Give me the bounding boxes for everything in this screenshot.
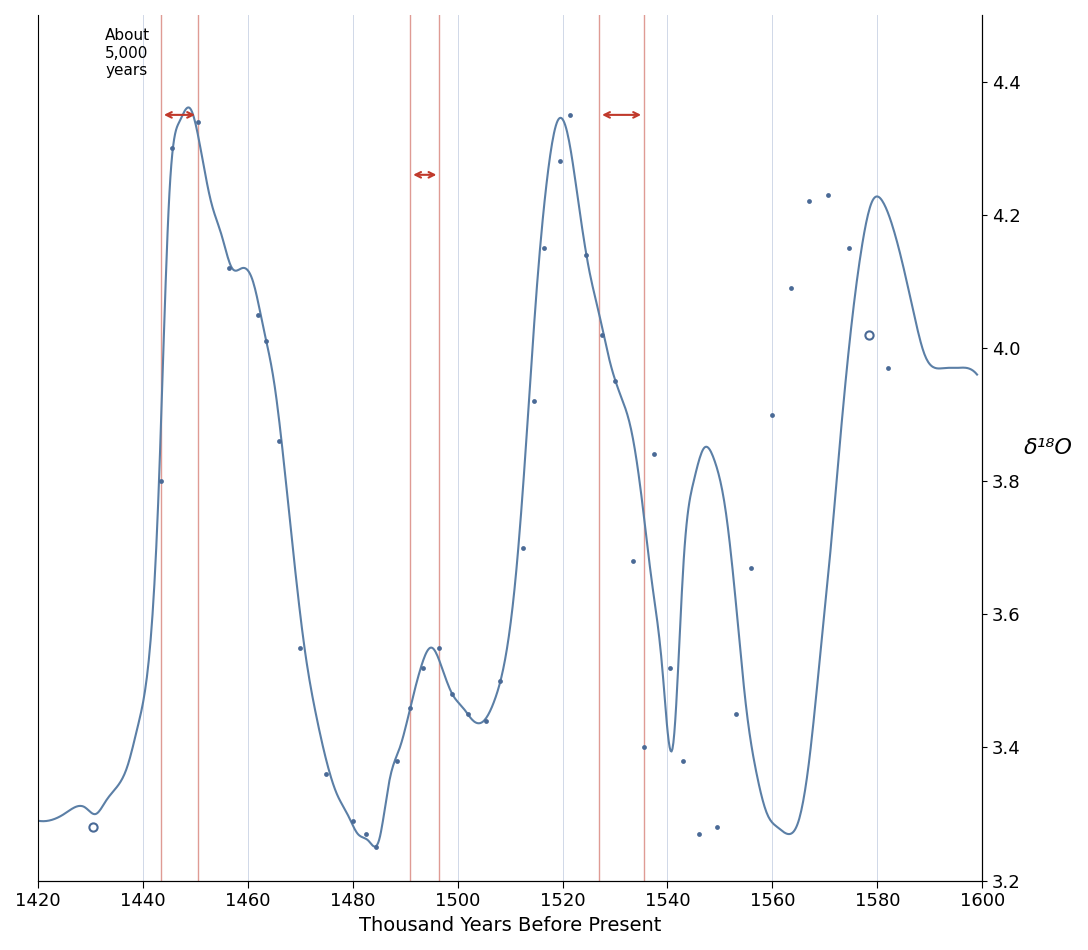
Point	[189, 114, 207, 129]
Text: About
5,000
years: About 5,000 years	[104, 28, 149, 78]
Point	[271, 433, 288, 448]
Point	[292, 640, 309, 656]
Point	[163, 141, 181, 156]
Point	[357, 826, 374, 842]
Point	[861, 327, 878, 342]
Point	[861, 327, 878, 342]
Point	[84, 820, 101, 835]
Point	[535, 240, 553, 256]
Point	[415, 660, 432, 675]
Point	[318, 767, 335, 782]
Point	[152, 473, 170, 488]
Point	[388, 753, 406, 769]
Point	[690, 826, 707, 842]
Point	[645, 446, 663, 462]
Point	[708, 820, 726, 835]
Point	[491, 674, 508, 689]
Y-axis label: δ¹⁸O: δ¹⁸O	[1024, 438, 1073, 458]
Point	[606, 373, 623, 389]
Point	[635, 740, 653, 755]
Point	[552, 154, 569, 169]
Point	[819, 187, 837, 202]
Point	[625, 554, 642, 569]
Point	[401, 700, 419, 715]
Point	[515, 541, 532, 556]
Point	[782, 280, 800, 295]
Point	[444, 687, 461, 702]
Point	[879, 360, 897, 375]
Point	[249, 307, 267, 322]
Point	[561, 107, 579, 123]
Point	[743, 560, 761, 576]
Point	[662, 660, 679, 675]
Point	[84, 820, 101, 835]
Point	[801, 194, 818, 209]
Point	[675, 753, 692, 769]
Point	[431, 640, 448, 656]
Point	[478, 713, 495, 729]
Point	[258, 333, 275, 349]
X-axis label: Thousand Years Before Present: Thousand Years Before Present	[359, 916, 662, 935]
Point	[840, 240, 857, 256]
Point	[459, 707, 477, 722]
Point	[221, 260, 238, 276]
Point	[368, 840, 385, 855]
Point	[593, 327, 610, 342]
Point	[764, 407, 781, 422]
Point	[526, 393, 543, 408]
Point	[578, 247, 595, 262]
Point	[727, 707, 744, 722]
Point	[344, 813, 361, 828]
